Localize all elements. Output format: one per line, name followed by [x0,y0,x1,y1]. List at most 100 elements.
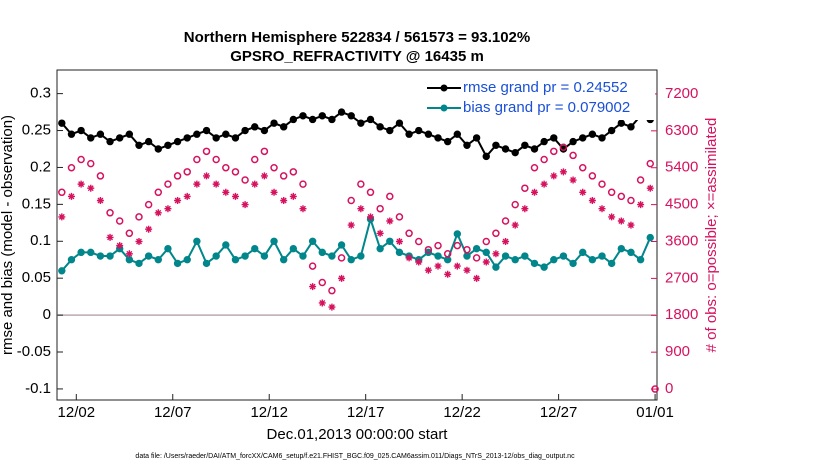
point [202,126,211,135]
y2-tick-label: 2700 [665,269,698,286]
point [569,151,577,160]
point [203,172,211,180]
point [472,254,481,262]
point [627,221,635,229]
point [231,256,240,264]
point [193,130,201,138]
point [154,209,162,217]
point [299,205,307,213]
point [338,274,346,282]
point [482,237,491,246]
point [472,134,481,142]
y2-tick-label: 0 [665,380,673,397]
point [241,252,249,260]
point [347,112,355,120]
point [77,155,85,164]
point [617,244,626,253]
point [96,252,105,260]
point [135,237,143,245]
point [289,168,298,176]
point [540,180,548,188]
point [183,134,191,142]
point [530,188,538,196]
point [174,197,182,205]
point [144,200,153,209]
point [579,134,587,142]
point [279,256,288,264]
footnote: data file: /Users/raeder/DAI/ATM_forcXX/… [135,453,575,460]
point [202,147,211,156]
point [67,192,75,200]
point [260,172,268,180]
point [627,196,635,205]
point [135,259,143,268]
point [202,259,211,268]
point [241,176,249,184]
plot-frame [56,69,658,401]
point [125,250,133,258]
point [289,192,297,200]
point [588,130,597,138]
point [472,244,481,253]
point [77,126,85,135]
y-tick-label: 0.25 [22,122,51,139]
point [415,258,423,266]
point [395,237,403,245]
point [212,180,220,188]
chart-subtitle: GPSRO_REFRACTIVITY @ 16435 m [230,48,484,65]
point [67,256,76,264]
point [424,245,433,254]
point [270,188,278,196]
point [309,283,317,291]
point [511,148,519,157]
point [318,248,326,257]
point [395,213,404,221]
point [125,256,134,264]
point [125,229,134,238]
point [347,196,355,205]
point [173,137,182,146]
point [260,252,269,260]
point [193,155,201,164]
point [328,252,336,260]
point [492,141,500,150]
point [636,176,645,184]
point [550,172,558,180]
point [559,252,568,260]
point [251,180,259,188]
point [357,180,365,188]
legend-label: bias grand pr = 0.079002 [463,99,630,116]
point [164,141,172,150]
point [270,237,278,245]
point [453,262,461,270]
point [501,217,510,225]
point [540,137,548,146]
y2-tick-label: 1800 [665,306,698,323]
point [318,299,326,307]
point [289,115,298,124]
point [299,112,307,120]
point [636,256,645,264]
y-tick-label: 0 [43,306,51,323]
y2-tick-label: 3600 [665,232,698,249]
point [251,244,259,253]
point [415,126,423,135]
y-tick-label: 0.05 [22,269,51,286]
point [96,197,104,205]
point [588,256,597,264]
point [492,250,500,258]
point [116,134,124,142]
point [212,155,220,164]
point [540,263,548,271]
point [366,115,375,124]
legend-box [425,76,655,120]
point [463,252,471,260]
point [463,245,471,254]
point [299,180,307,188]
point [164,180,172,188]
y-tick-label: -0.1 [25,380,51,397]
point [443,137,452,146]
point [530,259,539,268]
point [164,244,172,253]
